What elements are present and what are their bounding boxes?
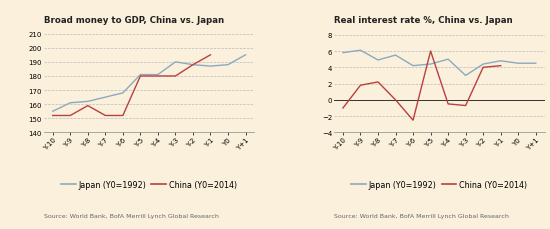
Text: Source: World Bank, BofA Merrill Lynch Global Research: Source: World Bank, BofA Merrill Lynch G… xyxy=(334,213,509,218)
Text: Real interest rate %, China vs. Japan: Real interest rate %, China vs. Japan xyxy=(334,16,513,25)
Text: Source: World Bank, BofA Merrill Lynch Global Research: Source: World Bank, BofA Merrill Lynch G… xyxy=(44,213,219,218)
Text: Broad money to GDP, China vs. Japan: Broad money to GDP, China vs. Japan xyxy=(44,16,224,25)
Legend: Japan (Y0=1992), China (Y0=2014): Japan (Y0=1992), China (Y0=2014) xyxy=(348,177,531,192)
Legend: Japan (Y0=1992), China (Y0=2014): Japan (Y0=1992), China (Y0=2014) xyxy=(58,177,240,192)
